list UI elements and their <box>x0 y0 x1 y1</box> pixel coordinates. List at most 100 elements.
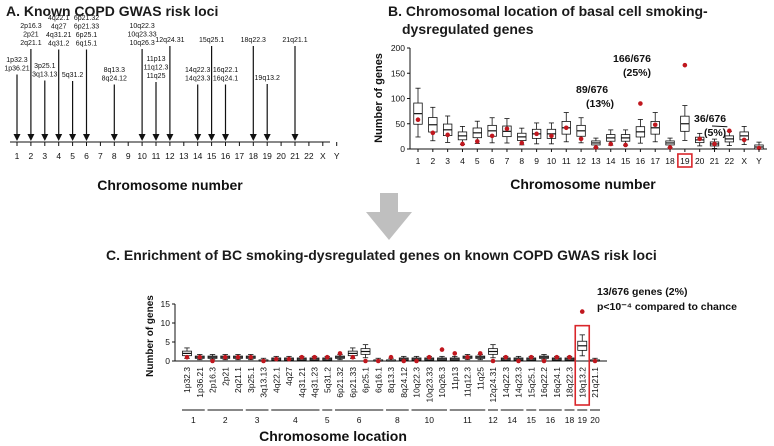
observed-point <box>312 354 317 360</box>
panel-a-arrowhead <box>194 134 202 141</box>
observed-point <box>727 128 732 134</box>
panel-a-locus-label: 11q25 <box>147 73 166 80</box>
observed-point <box>549 133 554 139</box>
panel-a-locus-label: 10q26.3 <box>129 40 154 47</box>
panel-b-annotation: 36/676 <box>694 113 726 125</box>
panel-a-locus-label: 1p36.21 <box>4 66 29 73</box>
x-tick-label: 2p21 <box>220 367 230 386</box>
group-label: 4 <box>293 415 298 425</box>
x-tick-label: 6p25.1 <box>361 367 371 393</box>
x-tick-label: 11 <box>562 156 571 166</box>
observed-point <box>563 125 569 131</box>
observed-point <box>519 140 525 146</box>
x-tick-label: 10q22.3 <box>412 367 422 398</box>
panel-a-tick-label: 20 <box>276 151 286 161</box>
x-tick-label: 13 <box>591 156 601 166</box>
observed-point <box>477 351 483 356</box>
observed-point <box>593 145 599 150</box>
observed-point <box>567 354 572 360</box>
observed-point <box>578 136 584 142</box>
panel-b-annotation: (13%) <box>586 98 614 110</box>
observed-point <box>388 354 394 360</box>
x-tick-label: 14q22.3 <box>501 367 511 398</box>
group-label: 12 <box>488 415 498 425</box>
observed-point <box>475 139 480 144</box>
panel-a-arrowhead <box>208 134 216 141</box>
group-label: 11 <box>463 415 472 425</box>
observed-point <box>528 354 534 360</box>
x-tick-label: 20 <box>695 156 705 166</box>
observed-point <box>248 354 254 360</box>
y-tick-label: 150 <box>391 68 405 78</box>
panel-a-locus-label: 18q22.3 <box>241 37 266 44</box>
x-tick-label: 3q13.13 <box>259 367 269 398</box>
observed-point <box>592 358 598 364</box>
panel-a-locus-label: 15q25.1 <box>199 37 224 44</box>
panel-b-ylabel: Number of genes <box>373 53 385 143</box>
x-tick-label: 17 <box>650 156 660 166</box>
observed-point <box>741 137 747 143</box>
panel-a-locus-label: 2q21.1 <box>20 40 42 47</box>
panel-a-arrowhead <box>152 134 160 141</box>
observed-point <box>608 141 614 147</box>
panel-c-xlabel: Chromosome location <box>259 428 407 444</box>
observed-point <box>439 347 445 352</box>
x-tick-label: 21 <box>710 156 720 166</box>
x-tick-label: 5q31.2 <box>322 367 332 393</box>
panel-a-locus-label: 8q13.3 <box>104 67 126 74</box>
panel-a-locus-label: 2p21 <box>23 32 39 39</box>
group-label: 2 <box>223 415 228 425</box>
observed-point <box>534 131 539 137</box>
x-tick-label: 2p16.3 <box>208 367 218 393</box>
observed-point <box>415 117 421 123</box>
x-tick-label: 8q13.3 <box>386 367 396 393</box>
panel-b-title-line2: dysregulated genes <box>402 21 534 37</box>
x-tick-label: 16q24.1 <box>552 367 562 398</box>
observed-point <box>579 309 585 314</box>
x-tick-label: 1p32.3 <box>182 367 192 393</box>
observed-point <box>261 358 266 364</box>
x-tick-label: 6q16.1 <box>373 367 383 393</box>
observed-point <box>460 141 465 147</box>
panel-a-locus-label: 4q31.21 <box>46 32 71 39</box>
observed-point <box>652 122 658 128</box>
observed-point <box>554 354 560 360</box>
panel-a-tick-label: X <box>320 151 326 161</box>
x-tick-label: 11q25 <box>475 367 485 390</box>
panel-c-title: C. Enrichment of BC smoking-dysregulated… <box>106 247 657 263</box>
down-arrow-icon <box>366 193 412 240</box>
panel-a-arrowhead <box>13 134 21 141</box>
panel-b-annotation: (25%) <box>623 67 651 79</box>
observed-point <box>465 354 470 360</box>
x-tick-label: 10 <box>547 156 557 166</box>
y-tick-label: 10 <box>161 318 171 328</box>
y-tick-label: 0 <box>400 144 405 154</box>
panel-a-tick-label: 12 <box>165 151 175 161</box>
group-label: 18 <box>565 415 575 425</box>
panel-c-annotation-line2: p<10⁻⁴ compared to chance <box>597 301 737 313</box>
panel-a-locus-label: 10q22.3 <box>129 23 154 30</box>
x-tick-label: 3p25.1 <box>246 367 256 393</box>
panel-a-locus-label: 6p21.33 <box>74 24 99 31</box>
x-tick-label: 18q22.3 <box>565 367 575 398</box>
panel-a-tick-label: 14 <box>193 151 203 161</box>
panel-a-arrowhead <box>222 134 229 141</box>
observed-point <box>445 132 450 138</box>
group-label: 5 <box>325 415 330 425</box>
panel-a-tick-label: 3 <box>42 151 47 161</box>
panel-a-tick-label: 17 <box>235 151 245 161</box>
observed-point <box>490 358 496 364</box>
panel-a-title: A. Known COPD GWAS risk loci <box>6 3 218 19</box>
y-tick-label: 200 <box>391 43 405 53</box>
observed-point <box>350 354 356 360</box>
observed-point <box>426 354 432 360</box>
x-tick-label: 1p36.21 <box>195 367 205 398</box>
panel-a-locus-label: 12q24.31 <box>155 37 184 44</box>
panel-c-annotation-line1: 13/676 genes (2%) <box>597 286 687 298</box>
panel-a-tick-label: 15 <box>207 151 217 161</box>
panel-a-locus-label: 16q22.1 <box>213 67 238 74</box>
x-tick-label: 14q23.3 <box>514 367 524 398</box>
group-label: 6 <box>357 415 362 425</box>
panel-a-locus-label: 14q23.3 <box>185 76 210 83</box>
panel-a-locus-label: 19q13.2 <box>255 75 280 82</box>
